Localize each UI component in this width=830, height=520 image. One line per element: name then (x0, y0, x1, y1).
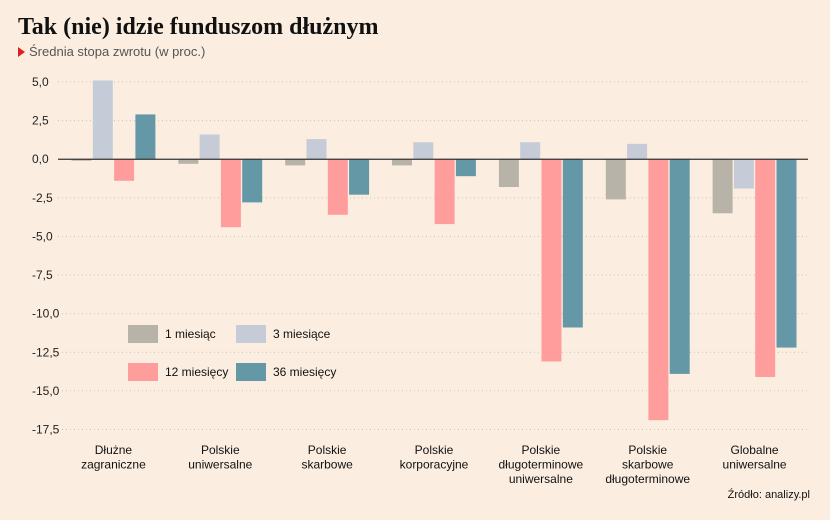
legend-swatch (236, 325, 266, 343)
bar (349, 159, 370, 195)
y-tick-label: -12,5 (32, 345, 60, 359)
y-tick-label: -17,5 (32, 423, 60, 437)
legend-label: 1 miesiąc (165, 327, 216, 341)
category-label: Polskie długoterminowe uniwersalne (498, 443, 583, 486)
bar (413, 142, 434, 160)
y-tick-label: -2,5 (32, 191, 53, 205)
bar (648, 159, 669, 421)
bar (135, 114, 156, 160)
bar (306, 139, 327, 160)
bar (114, 159, 135, 181)
bar (178, 159, 199, 164)
bar (434, 159, 455, 225)
bar (199, 134, 220, 160)
bar (71, 159, 92, 161)
category-label: Dłużne zagraniczne (81, 443, 146, 472)
bar (242, 159, 263, 203)
subtitle-text: Średnia stopa zwrotu (w proc.) (29, 44, 206, 59)
y-tick-label: 2,5 (32, 114, 49, 128)
y-tick-label: -5,0 (32, 229, 53, 243)
legend-label: 3 miesiące (273, 327, 331, 341)
legend-swatch (236, 363, 266, 381)
bar (733, 159, 754, 189)
bar (755, 159, 776, 377)
bar (562, 159, 583, 328)
bar (327, 159, 348, 215)
category-label: Polskie uniwersalne (188, 443, 252, 472)
y-tick-label: -10,0 (32, 307, 60, 321)
bar (498, 159, 519, 187)
legend-label: 12 miesięcy (165, 365, 228, 379)
y-tick-label: -15,0 (32, 384, 60, 398)
bar (520, 142, 541, 160)
category-label: Polskie korporacyjne (400, 443, 469, 472)
chart-subtitle: Średnia stopa zwrotu (w proc.) (18, 44, 205, 59)
category-label: Globalne uniwersalne (723, 443, 787, 472)
bar (776, 159, 797, 348)
bar (712, 159, 733, 214)
legend-swatch (128, 325, 158, 343)
bar (92, 80, 113, 160)
category-label: Polskie skarbowe (301, 443, 353, 472)
triangle-marker-icon (18, 47, 25, 57)
bar (627, 143, 648, 160)
bar (285, 159, 306, 166)
legend-swatch (128, 363, 158, 381)
y-tick-label: -7,5 (32, 268, 53, 282)
source-note: Źródło: analizy.pl (727, 489, 810, 501)
y-tick-label: 5,0 (32, 75, 49, 89)
legend-label: 36 miesięcy (273, 365, 336, 379)
bar (605, 159, 626, 200)
bar (220, 159, 241, 228)
category-label: Polskie skarbowe długoterminowe (605, 443, 690, 486)
bar (541, 159, 562, 362)
bar (392, 159, 412, 166)
bar (455, 159, 476, 177)
y-tick-label: 0,0 (32, 152, 49, 166)
chart-title: Tak (nie) idzie funduszom dłużnym (18, 14, 379, 40)
bar (669, 159, 690, 374)
